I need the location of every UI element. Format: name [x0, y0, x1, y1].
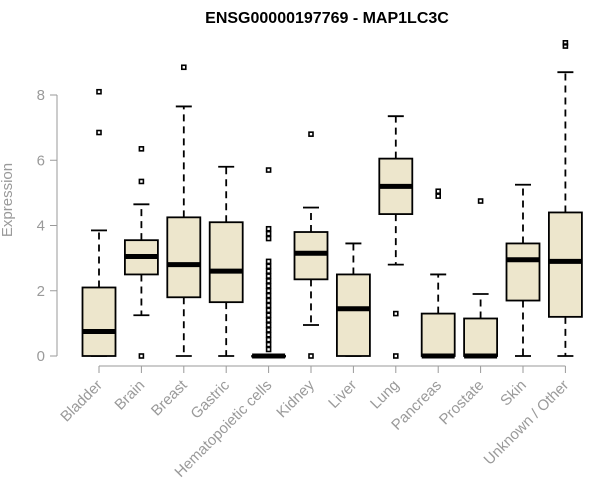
y-tick-label: 6 — [37, 152, 45, 169]
outlier-point — [265, 317, 272, 323]
outlier-point — [265, 268, 272, 274]
outlier-point — [308, 131, 314, 137]
boxes-group — [81, 39, 583, 359]
outlier-point — [265, 167, 272, 173]
x-tick-label: Liver — [325, 377, 360, 412]
x-tick-label: Skin — [497, 377, 530, 410]
outlier-point — [265, 297, 272, 304]
box-brain — [124, 146, 159, 359]
outlier-point — [265, 346, 272, 353]
box-breast — [166, 64, 202, 357]
outlier-point — [308, 353, 314, 359]
box-liver — [335, 242, 371, 357]
box-prostate — [463, 198, 499, 359]
outlier-point — [392, 353, 399, 359]
outlier-point — [265, 341, 272, 348]
y-tick-label: 2 — [37, 283, 45, 300]
box-pancreas — [420, 188, 456, 359]
outlier-point — [477, 198, 484, 204]
iqr-box — [208, 221, 244, 304]
iqr-box — [166, 216, 202, 299]
box-hematopoietic-cells — [251, 167, 287, 359]
outlier-point — [435, 193, 442, 199]
chart-title: ENSG00000197769 - MAP1LC3C — [205, 10, 449, 27]
x-tick-label: Lung — [367, 377, 403, 413]
outlier-point — [265, 283, 272, 289]
outlier-point — [265, 263, 272, 270]
outlier-point — [265, 336, 272, 343]
y-tick-label: 8 — [37, 87, 45, 104]
outlier-point — [181, 64, 187, 71]
iqr-box — [463, 317, 499, 357]
outlier-point — [96, 129, 102, 136]
outlier-point — [138, 353, 145, 359]
y-tick-label: 0 — [37, 348, 45, 365]
outlier-point — [265, 258, 272, 265]
x-tick-label: Prostate — [436, 377, 488, 429]
outlier-point — [265, 322, 272, 328]
outlier-point — [265, 312, 272, 319]
y-axis: 0 2 4 6 8 — [37, 87, 58, 365]
y-axis-label: Expression — [0, 163, 16, 237]
outlier-point — [265, 302, 272, 309]
box-kidney — [293, 131, 329, 359]
x-tick-label: Kidney — [273, 376, 318, 421]
outlier-point — [562, 39, 569, 46]
outlier-point — [265, 235, 272, 242]
outlier-point — [392, 310, 399, 317]
outlier-point — [265, 278, 272, 284]
box-unknown-other — [548, 39, 583, 357]
outlier-point — [96, 88, 102, 95]
box-lung — [378, 115, 414, 359]
outlier-point — [265, 230, 272, 237]
outlier-point — [265, 287, 272, 294]
box-skin — [505, 183, 541, 357]
box-bladder — [81, 88, 117, 357]
iqr-box — [420, 312, 456, 357]
iqr-box — [505, 242, 541, 302]
outlier-point — [265, 225, 272, 232]
outlier-point — [265, 292, 272, 299]
y-tick-label: 4 — [37, 218, 45, 235]
outlier-point — [265, 327, 272, 333]
iqr-box — [548, 211, 583, 318]
box-gastric — [208, 165, 244, 357]
outlier-point — [265, 331, 272, 338]
outlier-point — [265, 273, 272, 279]
iqr-box — [81, 286, 117, 357]
x-tick-label: Breast — [148, 376, 191, 419]
outlier-point — [138, 146, 145, 152]
x-tick-label: Brain — [111, 377, 148, 414]
iqr-box — [335, 273, 371, 357]
x-tick-label: Bladder — [57, 377, 106, 426]
outlier-point — [265, 307, 272, 314]
outlier-point — [435, 188, 442, 195]
outlier-point — [138, 178, 145, 185]
